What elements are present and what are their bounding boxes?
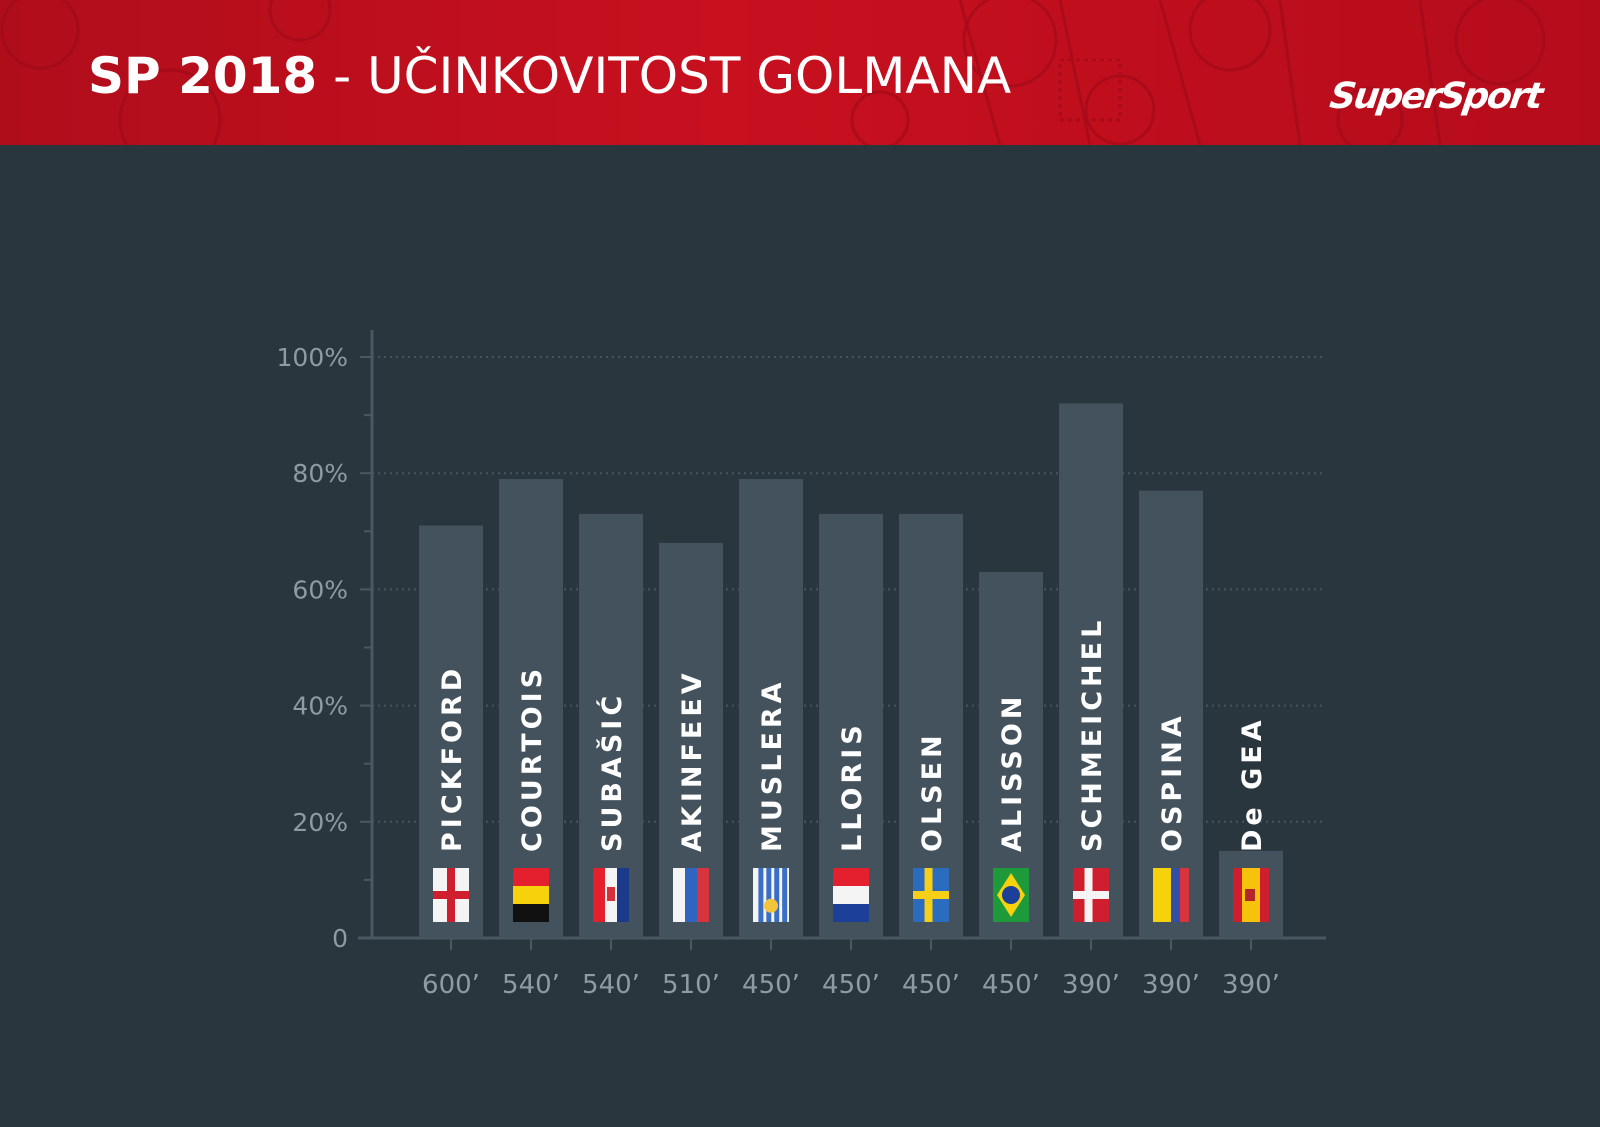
minutes-label: 450’: [822, 970, 880, 1000]
minutes-label: 510’: [662, 970, 720, 1000]
y-tick-label: 0: [332, 924, 348, 953]
goalkeeper-name-label: PICKFORD: [437, 665, 468, 852]
minutes-label: 450’: [742, 970, 800, 1000]
bar: [499, 479, 563, 938]
y-tick-label: 40%: [292, 692, 348, 721]
flag-france-icon: [833, 868, 869, 922]
goalkeeper-name-label: De GEA: [1237, 716, 1268, 852]
header-pattern: [0, 0, 1546, 145]
minutes-label: 390’: [1062, 970, 1120, 1000]
flag-uruguay-icon: [753, 868, 789, 922]
label-layer: 600’ PICKFORD 540’ COURTOIS 540’ SUBAŠIĆ 510’ A…: [422, 617, 1280, 1000]
flag-brazil-icon: [993, 868, 1029, 922]
y-tick-label: 20%: [292, 808, 348, 837]
title-text: - UČINKOVITOST GOLMANA: [317, 47, 1012, 105]
page-title: SP 2018 - UČINKOVITOST GOLMANA: [88, 44, 1011, 108]
goalkeeper-name-label: LLORIS: [837, 721, 868, 852]
flag-russia-icon: [673, 868, 709, 922]
goalkeeper-name-label: MUSLERA: [757, 678, 788, 852]
header-banner: SP 2018 - UČINKOVITOST GOLMANA SuperSpor…: [0, 0, 1600, 145]
goalkeeper-name-label: OSPINA: [1157, 712, 1188, 852]
flag-sweden-icon: [913, 868, 949, 922]
goalkeeper-name-label: OLSEN: [917, 731, 948, 852]
minutes-label: 450’: [982, 970, 1040, 1000]
y-tick-label: 60%: [292, 575, 348, 604]
flag-colombia-icon: [1153, 868, 1189, 922]
bar: [819, 513, 883, 938]
minutes-label: 390’: [1142, 970, 1200, 1000]
flag-croatia-icon: [593, 868, 629, 922]
goalkeeper-name-label: COURTOIS: [517, 665, 548, 852]
minutes-label: 540’: [502, 970, 560, 1000]
title-year: SP 2018: [88, 47, 318, 105]
flag-england-icon: [433, 868, 469, 922]
flag-spain-icon: [1233, 868, 1269, 922]
flag-denmark-icon: [1073, 868, 1109, 922]
minutes-label: 600’: [422, 970, 480, 1000]
goalkeeper-name-label: ALISSON: [997, 693, 1028, 852]
bar: [899, 513, 963, 938]
goalkeeper-name-label: SCHMEICHEL: [1077, 617, 1108, 852]
goalkeeper-name-label: SUBAŠIĆ: [596, 692, 628, 852]
y-tick-label: 80%: [292, 459, 348, 488]
y-tick-label: 100%: [277, 343, 348, 372]
goalkeeper-name-label: AKINFEEV: [677, 669, 708, 852]
flag-belgium-icon: [513, 868, 549, 922]
bar: [1059, 403, 1123, 939]
minutes-label: 390’: [1222, 970, 1280, 1000]
bar: [739, 479, 803, 938]
bar: [1139, 490, 1203, 938]
minutes-label: 540’: [582, 970, 640, 1000]
bar-layer: [419, 403, 1283, 939]
minutes-label: 450’: [902, 970, 960, 1000]
bar: [579, 513, 643, 938]
